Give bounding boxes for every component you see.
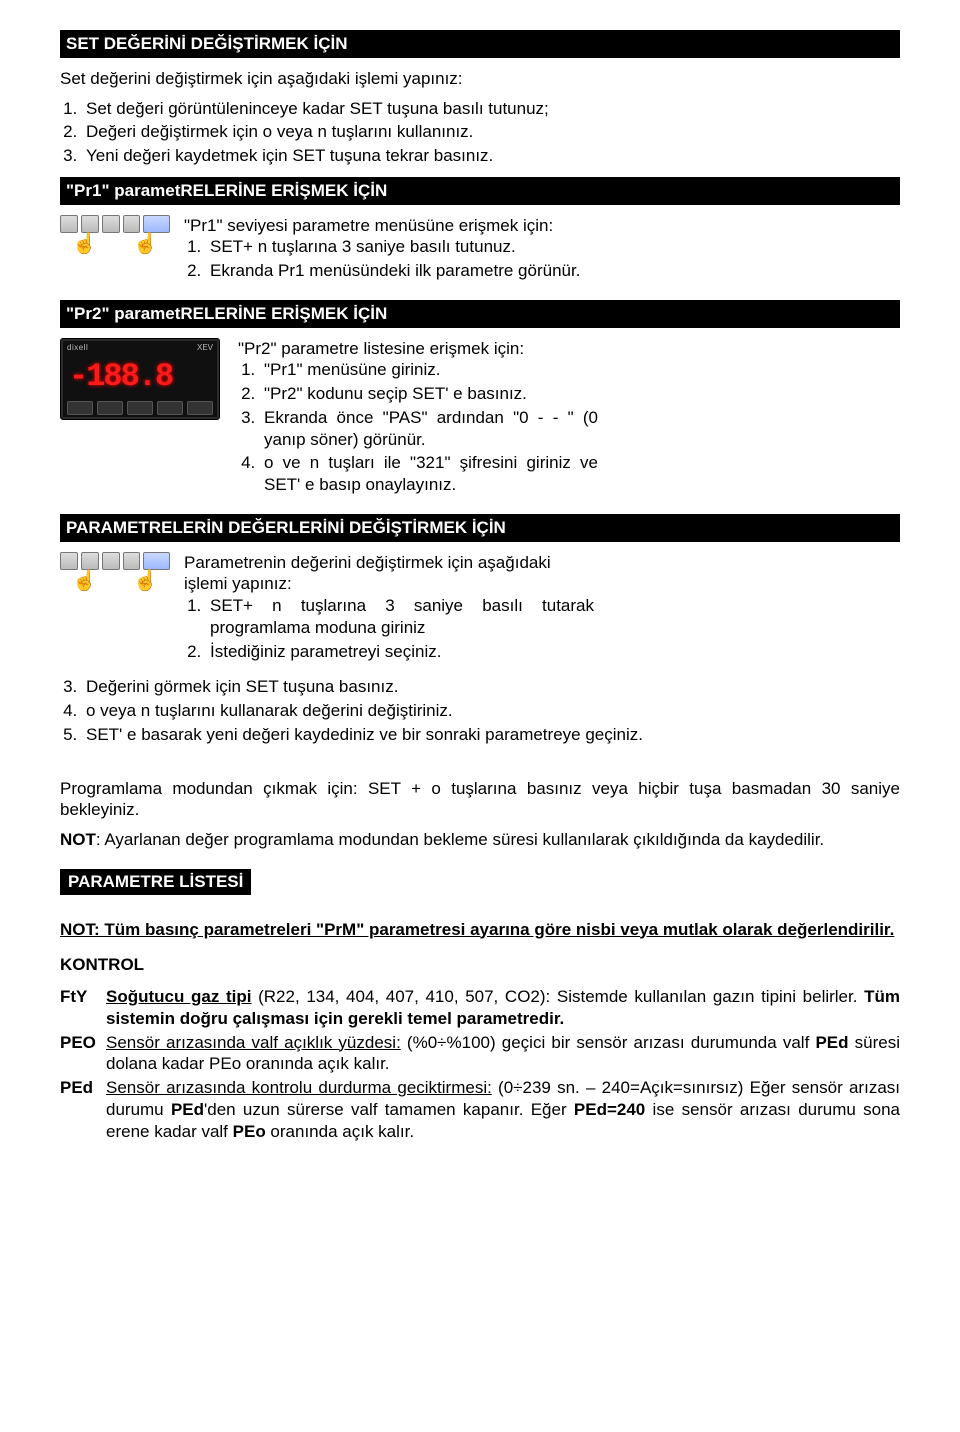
chg-step-a1: SET+ n tuşlarına 3 saniye basılı tutarak… bbox=[206, 595, 594, 639]
chg-steps-a: SET+ n tuşlarına 3 saniye basılı tutarak… bbox=[206, 595, 594, 662]
param-ped-desc: Sensör arızasında kontrolu durdurma geci… bbox=[106, 1077, 900, 1142]
chg-steps-b: Değerini görmek için SET tuşuna basınız.… bbox=[82, 676, 900, 745]
param-list-note: NOT: Tüm basınç parametreleri "PrM" para… bbox=[60, 919, 900, 941]
page: SET DEĞERİNİ DEĞİŞTİRMEK İÇİN Set değeri… bbox=[0, 0, 960, 1184]
kontrol-label: KONTROL bbox=[60, 954, 900, 976]
pr2-intro: "Pr2" parametre listesine erişmek için: bbox=[238, 338, 598, 360]
section-set-title: SET DEĞERİNİ DEĞİŞTİRMEK İÇİN bbox=[60, 30, 900, 58]
section-pr2-title: "Pr2" parametRELERİNE ERİŞMEK İÇİN bbox=[60, 300, 900, 328]
param-peo: PEO Sensör arızasında valf açıklık yüzde… bbox=[60, 1032, 900, 1076]
exit-not-body: : Ayarlanan değer programlama modundan b… bbox=[96, 830, 824, 849]
pr1-intro: "Pr1" seviyesi parametre menüsüne erişme… bbox=[184, 215, 900, 237]
display-digits: -188.8 bbox=[69, 357, 172, 398]
set-step-1: Set değeri görüntüleninceye kadar SET tu… bbox=[82, 98, 900, 120]
section-change-title: PARAMETRELERİN DEĞERLERİNİ DEĞİŞTİRMEK İ… bbox=[60, 514, 900, 542]
param-ped-title: Sensör arızasında kontrolu durdurma geci… bbox=[106, 1078, 492, 1097]
param-ped-b3: PEd=240 bbox=[574, 1100, 645, 1119]
param-peo-range: (%0÷%100) geçici bir sensör arızası duru… bbox=[401, 1033, 816, 1052]
section-pr1-title: "Pr1" parametRELERİNE ERİŞMEK İÇİN bbox=[60, 177, 900, 205]
param-fty-key: FtY bbox=[60, 986, 106, 1030]
pr2-step-3: Ekranda önce "PAS" ardından "0 - - " (0 … bbox=[260, 407, 598, 451]
chg-step-b2: o veya n tuşlarını kullanarak değerini d… bbox=[82, 700, 900, 722]
set-step-2: Değeri değiştirmek için o veya n tuşları… bbox=[82, 121, 900, 143]
set-intro: Set değerini değiştirmek için aşağıdaki … bbox=[60, 68, 900, 90]
pr1-step-1: SET+ n tuşlarına 3 saniye basılı tutunuz… bbox=[206, 236, 900, 258]
pr2-step-4: o ve n tuşları ile "321" şifresini girin… bbox=[260, 452, 598, 496]
pr2-row: dixell XEV -188.8 "Pr2" parametre listes… bbox=[60, 338, 900, 506]
keypad-graphic: ☝☝ bbox=[60, 215, 170, 253]
chg-step-b3: SET' e basarak yeni değeri kaydediniz ve… bbox=[82, 724, 900, 746]
param-ped-key: PEd bbox=[60, 1077, 106, 1142]
param-peo-b2: PEd bbox=[815, 1033, 848, 1052]
param-ped-t3: oranında açık kalır. bbox=[266, 1122, 414, 1141]
param-peo-key: PEO bbox=[60, 1032, 106, 1076]
chg-step-b1: Değerini görmek için SET tuşuna basınız. bbox=[82, 676, 900, 698]
pr1-row: ☝☝ "Pr1" seviyesi parametre menüsüne eri… bbox=[60, 215, 900, 292]
param-fty: FtY Soğutucu gaz tipi (R22, 134, 404, 40… bbox=[60, 986, 900, 1030]
pr1-step-2: Ekranda Pr1 menüsündeki ilk parametre gö… bbox=[206, 260, 900, 282]
param-fty-desc: Soğutucu gaz tipi (R22, 134, 404, 407, 4… bbox=[106, 986, 900, 1030]
param-fty-title: Soğutucu gaz tipi bbox=[106, 987, 251, 1006]
param-peo-title: Sensör arızasında valf açıklık yüzdesi: bbox=[106, 1033, 401, 1052]
chg-step-a2: İstediğiniz parametreyi seçiniz. bbox=[206, 641, 594, 663]
chg-intro: Parametrenin değerini değiştirmek için a… bbox=[184, 552, 594, 596]
param-peo-desc: Sensör arızasında valf açıklık yüzdesi: … bbox=[106, 1032, 900, 1076]
set-step-3: Yeni değeri kaydetmek için SET tuşuna te… bbox=[82, 145, 900, 167]
param-list-title: PARAMETRE LİSTESİ bbox=[60, 869, 251, 895]
display-model: XEV bbox=[197, 343, 213, 353]
chg-row: ☝☝ Parametrenin değerini değiştirmek içi… bbox=[60, 552, 900, 673]
param-ped-t1: 'den uzun sürerse valf tamamen kapanır. … bbox=[204, 1100, 574, 1119]
keypad-graphic-2: ☝☝ bbox=[60, 552, 170, 590]
exit-not-label: NOT bbox=[60, 830, 96, 849]
exit-p1: Programlama modundan çıkmak için: SET + … bbox=[60, 778, 900, 822]
display-graphic: dixell XEV -188.8 bbox=[60, 338, 220, 420]
param-ped-b4: PEo bbox=[233, 1122, 266, 1141]
set-steps: Set değeri görüntüleninceye kadar SET tu… bbox=[82, 98, 900, 167]
exit-p2: NOT: Ayarlanan değer programlama modunda… bbox=[60, 829, 900, 851]
pr2-steps: "Pr1" menüsüne giriniz. "Pr2" kodunu seç… bbox=[260, 359, 598, 496]
param-fty-body: Sistemde kullanılan gazın tipini belirle… bbox=[557, 987, 864, 1006]
pr2-step-1: "Pr1" menüsüne giriniz. bbox=[260, 359, 598, 381]
param-ped: PEd Sensör arızasında kontrolu durdurma … bbox=[60, 1077, 900, 1142]
pr1-steps: SET+ n tuşlarına 3 saniye basılı tutunuz… bbox=[206, 236, 900, 282]
display-brand: dixell bbox=[67, 343, 88, 353]
param-fty-range: (R22, 134, 404, 407, 410, 507, CO2): bbox=[251, 987, 556, 1006]
pr2-step-2: "Pr2" kodunu seçip SET' e basınız. bbox=[260, 383, 598, 405]
param-ped-b2: PEd bbox=[171, 1100, 204, 1119]
